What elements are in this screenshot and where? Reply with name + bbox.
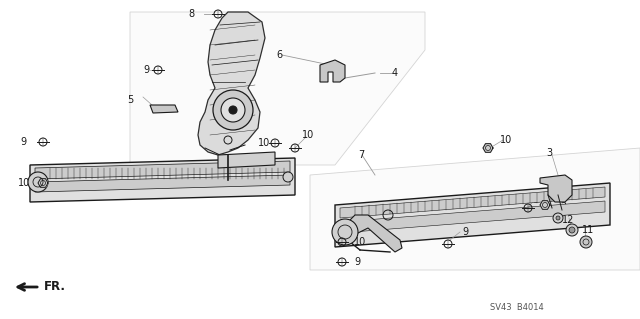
Polygon shape <box>483 144 493 152</box>
Text: 2: 2 <box>560 202 566 212</box>
Text: 10: 10 <box>258 138 270 148</box>
Circle shape <box>332 219 358 245</box>
Polygon shape <box>198 12 265 155</box>
Text: 1: 1 <box>548 190 554 200</box>
Text: 7: 7 <box>358 150 364 160</box>
Polygon shape <box>540 175 572 202</box>
Text: SV43  B4014: SV43 B4014 <box>490 303 544 313</box>
Polygon shape <box>35 161 290 179</box>
Polygon shape <box>340 187 605 218</box>
Text: 9: 9 <box>532 195 538 205</box>
Polygon shape <box>335 183 610 247</box>
Polygon shape <box>540 201 550 209</box>
Polygon shape <box>320 60 345 82</box>
Polygon shape <box>218 152 275 168</box>
Circle shape <box>229 106 237 114</box>
Text: 9: 9 <box>20 137 26 147</box>
Polygon shape <box>340 201 605 233</box>
Text: 10: 10 <box>302 130 314 140</box>
Polygon shape <box>35 175 290 192</box>
Circle shape <box>213 90 253 130</box>
Circle shape <box>553 213 563 223</box>
Circle shape <box>566 224 578 236</box>
Text: 9: 9 <box>143 65 149 75</box>
Text: 10: 10 <box>500 135 512 145</box>
Text: 8: 8 <box>188 9 194 19</box>
Circle shape <box>580 236 592 248</box>
Text: 10: 10 <box>354 237 366 247</box>
Text: 9: 9 <box>354 257 360 267</box>
Text: 3: 3 <box>546 148 552 158</box>
Text: 12: 12 <box>562 215 574 225</box>
Polygon shape <box>310 148 640 270</box>
Polygon shape <box>38 179 48 187</box>
Text: 10: 10 <box>18 178 30 188</box>
Polygon shape <box>130 12 425 165</box>
Text: 6: 6 <box>276 50 282 60</box>
Text: FR.: FR. <box>44 280 66 293</box>
Circle shape <box>556 216 560 220</box>
Text: 11: 11 <box>582 225 595 235</box>
Circle shape <box>283 172 293 182</box>
Text: 5: 5 <box>127 95 133 105</box>
Text: 4: 4 <box>392 68 398 78</box>
Circle shape <box>28 172 48 192</box>
Polygon shape <box>150 105 178 113</box>
Text: 9: 9 <box>462 227 468 237</box>
Polygon shape <box>30 158 295 202</box>
Circle shape <box>221 98 245 122</box>
Circle shape <box>569 227 575 233</box>
Polygon shape <box>340 215 402 252</box>
